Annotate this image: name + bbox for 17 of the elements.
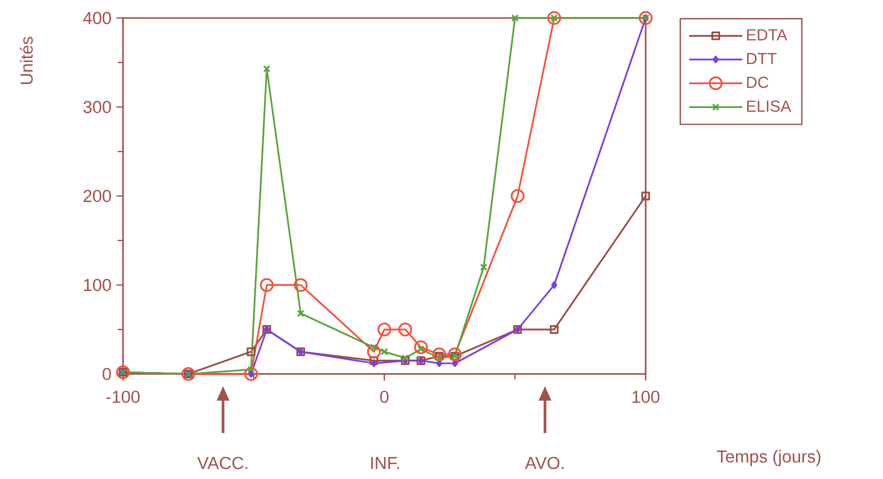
text: AVO. [524,456,564,470]
legend-label: DC [747,76,768,88]
text: VACC. [197,456,248,470]
y-tick-label: 100 [84,278,111,292]
x-tick-label: -100 [106,390,140,403]
y-tick-label: 0 [102,368,111,380]
text: INF. [371,457,399,469]
x-tick-label: 0 [380,390,388,403]
y-tick-label: 200 [84,190,111,202]
x-tick-label: 100 [632,390,660,403]
x-axis-title: Temps (jours) [716,450,820,466]
legend-label: DTT [747,53,777,64]
y-axis-title: Unités [20,36,33,84]
y-tick-label: 400 [83,12,111,24]
y-tick-label: 300 [83,100,111,114]
legend-label: ELISA [747,100,792,112]
legend-label: EDTA [747,29,788,40]
